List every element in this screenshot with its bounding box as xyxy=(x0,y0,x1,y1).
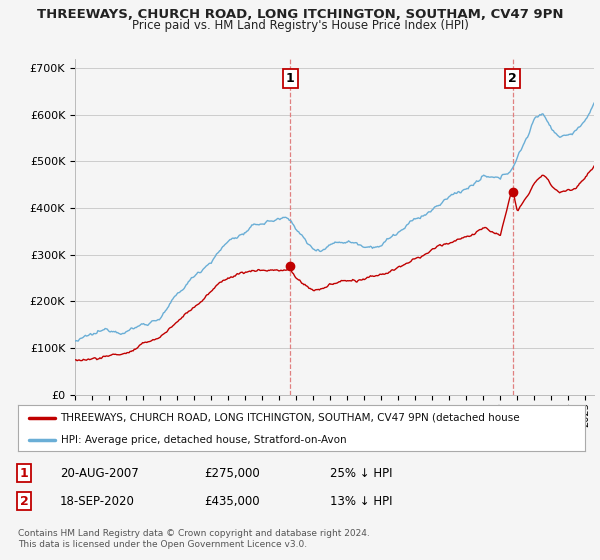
Text: 20-AUG-2007: 20-AUG-2007 xyxy=(60,466,139,480)
Text: THREEWAYS, CHURCH ROAD, LONG ITCHINGTON, SOUTHAM, CV47 9PN: THREEWAYS, CHURCH ROAD, LONG ITCHINGTON,… xyxy=(37,8,563,21)
Text: Price paid vs. HM Land Registry's House Price Index (HPI): Price paid vs. HM Land Registry's House … xyxy=(131,19,469,32)
Text: £275,000: £275,000 xyxy=(204,466,260,480)
Text: 25% ↓ HPI: 25% ↓ HPI xyxy=(330,466,392,480)
Text: 13% ↓ HPI: 13% ↓ HPI xyxy=(330,494,392,508)
Text: 2: 2 xyxy=(20,494,28,508)
Text: 1: 1 xyxy=(20,466,28,480)
Text: HPI: Average price, detached house, Stratford-on-Avon: HPI: Average price, detached house, Stra… xyxy=(61,435,346,445)
Text: 2: 2 xyxy=(508,72,517,85)
Text: Contains HM Land Registry data © Crown copyright and database right 2024.
This d: Contains HM Land Registry data © Crown c… xyxy=(18,529,370,549)
Text: THREEWAYS, CHURCH ROAD, LONG ITCHINGTON, SOUTHAM, CV47 9PN (detached house: THREEWAYS, CHURCH ROAD, LONG ITCHINGTON,… xyxy=(61,413,520,423)
Text: £435,000: £435,000 xyxy=(204,494,260,508)
Text: 1: 1 xyxy=(286,72,295,85)
Text: 18-SEP-2020: 18-SEP-2020 xyxy=(60,494,135,508)
